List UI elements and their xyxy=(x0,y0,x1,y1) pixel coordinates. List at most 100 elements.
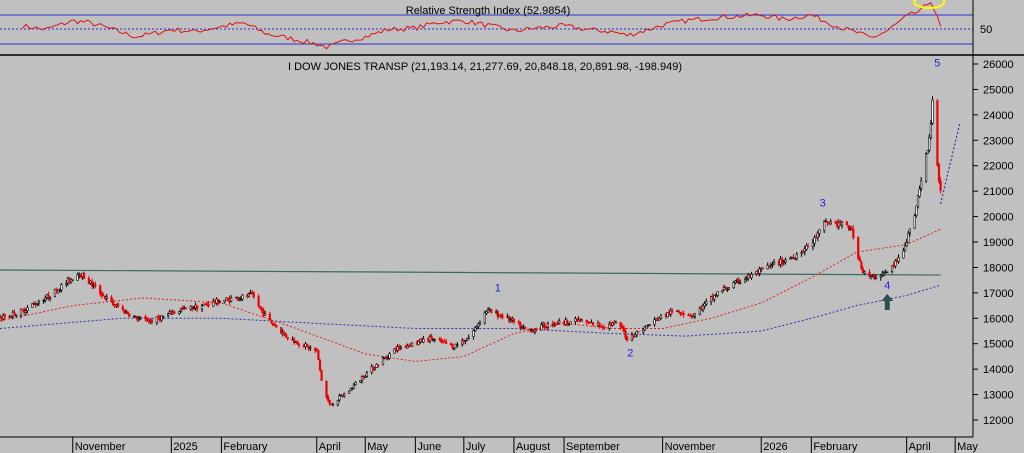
candle-body-416 xyxy=(939,181,942,191)
candle-body-20 xyxy=(44,297,47,301)
y-axis-ticks: 12000 13000 14000 15000 16000 17000 18000 19000… xyxy=(973,59,1014,427)
wave-label-3: 3 xyxy=(820,197,826,209)
candle-body-54 xyxy=(121,306,124,310)
candle-body-253 xyxy=(569,321,572,325)
candle-body-148 xyxy=(331,403,335,406)
candle-body-161 xyxy=(362,375,365,379)
candle-body-276 xyxy=(622,327,625,332)
candle-body-38 xyxy=(82,272,86,280)
candle-body-275 xyxy=(621,325,624,328)
candle-body-415 xyxy=(937,164,941,182)
candle-body-293 xyxy=(659,314,663,320)
candle-body-269 xyxy=(608,323,611,329)
candle-body-406 xyxy=(916,195,920,208)
candle-body-178 xyxy=(399,346,402,349)
candle-body-356 xyxy=(803,248,806,252)
candle-body-153 xyxy=(343,393,346,397)
trendlines xyxy=(0,122,961,276)
candle-body-330 xyxy=(745,278,748,280)
candle-body-128 xyxy=(286,337,289,340)
candle-body-382 xyxy=(861,268,865,274)
x-tick-label-4: May xyxy=(367,441,388,453)
candle-body-399 xyxy=(902,250,905,259)
candle-body-94 xyxy=(212,301,215,307)
candle-body-284 xyxy=(642,329,645,333)
candle-body-119 xyxy=(268,313,272,321)
candle-body-393 xyxy=(886,271,889,273)
x-tick-label-0: November xyxy=(75,441,126,453)
candle-body-41 xyxy=(91,281,94,287)
candle-body-144 xyxy=(325,380,328,398)
candle-body-73 xyxy=(162,315,165,318)
candle-body-185 xyxy=(417,341,420,345)
candle-body-143 xyxy=(320,370,323,381)
candle-body-389 xyxy=(879,275,882,278)
candle-body-122 xyxy=(273,324,276,327)
y-tick-label-26000: 26000 xyxy=(983,59,1014,71)
candle-body-202 xyxy=(454,343,457,349)
candle-body-99 xyxy=(223,299,226,303)
candle-body-166 xyxy=(373,367,377,370)
candle-body-272 xyxy=(612,322,616,324)
candle-body-288 xyxy=(648,324,651,326)
candle-body-280 xyxy=(632,335,635,338)
candle-body-133 xyxy=(297,344,301,346)
candle-body-115 xyxy=(259,306,262,308)
candle-body-313 xyxy=(705,301,708,305)
y-tick-label-13000: 13000 xyxy=(983,390,1014,402)
candle-body-213 xyxy=(478,322,482,325)
candle-body-167 xyxy=(375,363,378,368)
candle-body-58 xyxy=(128,313,131,318)
rsi-pane: Relative Strength Index (52.9854) 50 xyxy=(0,0,992,50)
x-tick-label-2: February xyxy=(223,441,268,453)
candle-body-245 xyxy=(553,324,556,326)
y-tick-label-25000: 25000 xyxy=(983,84,1014,96)
candle-body-325 xyxy=(734,280,737,283)
wave-label-1: 1 xyxy=(495,283,501,295)
candle-body-51 xyxy=(113,304,116,307)
candle-body-408 xyxy=(920,180,923,189)
candle-body-368 xyxy=(829,221,832,225)
candle-body-351 xyxy=(792,256,795,260)
candle-body-207 xyxy=(465,338,469,341)
candle-body-238 xyxy=(535,328,538,331)
y-tick-label-20000: 20000 xyxy=(983,212,1014,224)
candle-body-59 xyxy=(133,316,136,318)
candle-body-225 xyxy=(507,315,511,322)
candle-body-46 xyxy=(102,294,105,297)
x-tick-label-10: 2026 xyxy=(763,441,787,453)
candle-body-319 xyxy=(721,289,724,293)
candle-body-24 xyxy=(53,289,56,297)
candle-body-274 xyxy=(619,322,622,328)
candle-body-384 xyxy=(868,271,871,277)
candle-body-17 xyxy=(36,303,39,305)
candle-body-381 xyxy=(860,261,863,270)
candle-body-118 xyxy=(263,313,267,316)
candle-body-360 xyxy=(813,237,816,244)
candle-body-142 xyxy=(318,359,322,371)
y-tick-label-22000: 22000 xyxy=(983,161,1014,173)
wave-label-2: 2 xyxy=(627,347,633,359)
candle-body-354 xyxy=(800,252,803,254)
candle-body-375 xyxy=(847,224,850,228)
candle-body-11 xyxy=(23,308,26,313)
candle-body-388 xyxy=(874,277,878,279)
candle-body-83 xyxy=(184,307,188,310)
candle-body-218 xyxy=(490,309,493,313)
candle-body-412 xyxy=(929,123,932,139)
candle-body-62 xyxy=(137,318,141,321)
candle-body-243 xyxy=(546,323,549,328)
candle-body-57 xyxy=(126,311,129,315)
candle-body-113 xyxy=(252,291,255,298)
candle-body-403 xyxy=(908,228,911,234)
x-tick-label-5: June xyxy=(417,441,441,453)
candle-body-120 xyxy=(270,320,273,324)
candle-body-159 xyxy=(359,380,362,383)
candle-body-314 xyxy=(709,296,713,303)
x-tick-label-11: February xyxy=(813,441,858,453)
candle-body-127 xyxy=(284,333,288,338)
price-title: I DOW JONES TRANSP (21,193.14, 21,277.69… xyxy=(288,61,682,73)
candle-body-379 xyxy=(857,237,860,259)
y-tick-label-16000: 16000 xyxy=(983,313,1014,325)
